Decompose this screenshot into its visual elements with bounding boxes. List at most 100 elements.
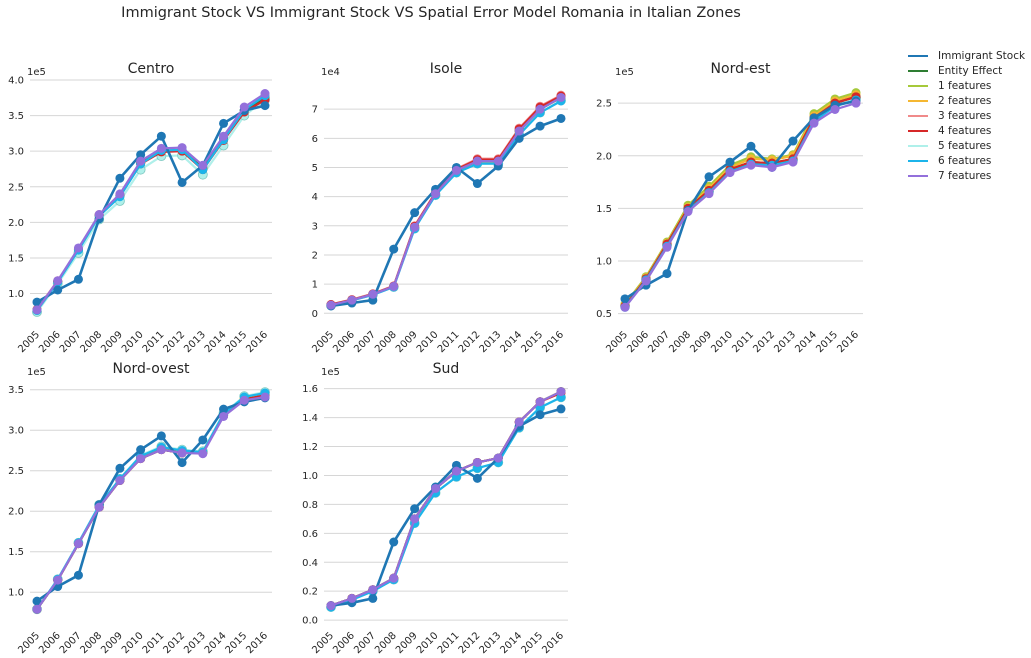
y-tick-label: 0.8 — [302, 500, 318, 511]
axis-scale-label: 1e5 — [27, 67, 46, 78]
data-point — [389, 281, 399, 291]
legend-item: 2 features — [908, 93, 1025, 108]
data-point — [326, 300, 336, 310]
y-tick-label: 0.2 — [302, 587, 318, 598]
data-point — [493, 453, 503, 463]
y-tick-label: 1.4 — [302, 413, 318, 424]
data-point — [198, 435, 208, 445]
x-tick-label: 2014 — [499, 329, 525, 355]
series-line — [36, 98, 266, 311]
data-point — [239, 395, 249, 405]
series-line — [624, 96, 857, 307]
x-tick-label: 2010 — [415, 329, 441, 355]
x-tick-label: 2006 — [331, 329, 357, 355]
y-tick-label: 2.0 — [8, 218, 24, 229]
y-tick-label: 0.5 — [596, 309, 612, 320]
legend-item: 7 features — [908, 168, 1025, 183]
data-point — [177, 143, 187, 153]
y-tick-label: 1.0 — [8, 588, 24, 599]
x-tick-label: 2008 — [373, 630, 399, 656]
data-point — [788, 136, 798, 146]
data-point — [368, 593, 378, 603]
x-tick-label: 2007 — [646, 329, 672, 355]
x-tick-label: 2014 — [203, 329, 229, 355]
y-tick-label: 1.5 — [596, 204, 612, 215]
panel-title: Nord-est — [711, 61, 771, 77]
data-point — [260, 392, 270, 402]
x-tick-label: 2010 — [415, 630, 441, 656]
legend-swatch — [908, 129, 928, 132]
data-point — [514, 417, 524, 427]
series-line — [330, 407, 562, 607]
data-point — [746, 141, 756, 151]
series-line — [36, 391, 266, 610]
data-point — [556, 92, 566, 102]
x-tick-label: 2011 — [141, 630, 167, 656]
data-point — [53, 285, 63, 295]
x-tick-label: 2012 — [751, 329, 777, 355]
y-tick-label: 3.0 — [8, 147, 24, 158]
series-line — [330, 100, 562, 307]
series-line — [330, 396, 562, 609]
x-tick-label: 2008 — [79, 329, 105, 355]
data-point — [788, 157, 798, 167]
x-tick-label: 2016 — [244, 329, 270, 355]
data-point — [704, 172, 714, 182]
legend-label: 2 features — [938, 94, 992, 107]
data-point — [32, 596, 42, 606]
data-point — [326, 601, 336, 611]
x-tick-label: 2008 — [373, 329, 399, 355]
data-point — [32, 305, 42, 315]
data-point — [198, 160, 208, 170]
data-point — [410, 514, 420, 524]
x-tick-label: 2009 — [688, 329, 714, 355]
series-line — [36, 394, 266, 610]
legend-label: 4 features — [938, 124, 992, 137]
series-line — [36, 392, 266, 610]
legend-swatch — [908, 144, 928, 147]
data-point — [156, 445, 166, 455]
data-point — [368, 585, 378, 595]
data-point — [136, 150, 146, 160]
x-tick-label: 2013 — [478, 329, 504, 355]
x-tick-label: 2007 — [58, 630, 84, 656]
data-point — [53, 575, 63, 585]
data-point — [347, 593, 357, 603]
series-line — [330, 391, 562, 607]
series-line — [36, 394, 266, 610]
series-line — [36, 395, 266, 610]
data-point — [260, 101, 270, 111]
y-tick-label: 0.6 — [302, 529, 318, 540]
data-point — [725, 157, 735, 167]
series-line — [624, 99, 857, 300]
series-line — [36, 394, 266, 610]
series-line — [330, 396, 562, 609]
y-tick-label: 4 — [312, 192, 318, 203]
data-point — [535, 104, 545, 114]
x-tick-label: 2012 — [457, 329, 483, 355]
series-line — [624, 95, 857, 307]
x-tick-label: 2012 — [161, 329, 187, 355]
data-point — [73, 570, 83, 580]
data-point — [115, 475, 125, 485]
series-line — [624, 91, 857, 305]
legend-label: 5 features — [938, 139, 992, 152]
data-point — [472, 473, 482, 483]
x-tick-label: 2015 — [224, 329, 250, 355]
data-point — [73, 539, 83, 549]
y-tick-label: 5 — [312, 163, 318, 174]
figure-title: Immigrant Stock VS Immigrant Stock VS Sp… — [121, 5, 741, 21]
y-tick-label: 0.0 — [302, 616, 318, 627]
y-tick-label: 6 — [312, 134, 318, 145]
x-tick-label: 2008 — [667, 329, 693, 355]
data-point — [809, 118, 819, 128]
legend-label: 3 features — [938, 109, 992, 122]
legend-item: Entity Effect — [908, 63, 1025, 78]
data-point — [620, 302, 630, 312]
y-tick-label: 2 — [312, 250, 318, 261]
series-line — [330, 99, 562, 307]
data-point — [239, 102, 249, 112]
data-point — [472, 156, 482, 166]
y-tick-label: 1 — [312, 280, 318, 291]
